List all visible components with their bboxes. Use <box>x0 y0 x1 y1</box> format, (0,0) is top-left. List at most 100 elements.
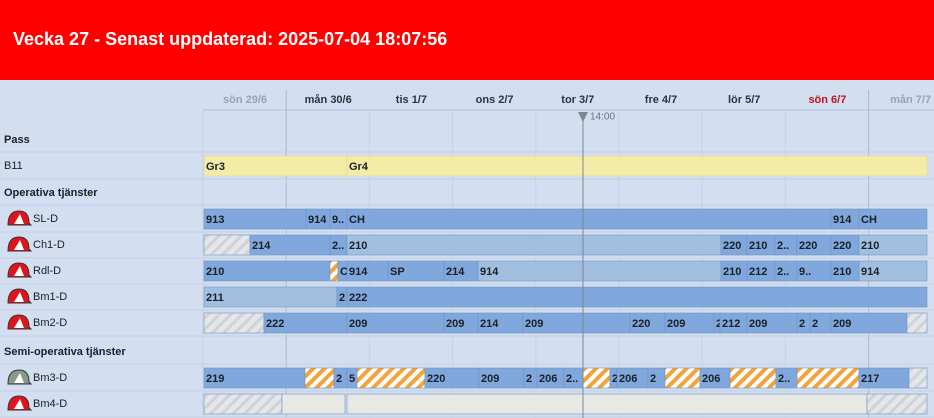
section-label: Semi-operativa tjänster <box>4 346 126 358</box>
day-label: lör 5/7 <box>728 94 760 106</box>
icon-stripe <box>14 292 24 302</box>
vehicle-icon <box>7 395 33 411</box>
block-label: 2 <box>612 373 618 385</box>
schedule-block <box>908 367 928 389</box>
schedule-block <box>866 393 928 415</box>
day-label: ons 2/7 <box>476 94 514 106</box>
now-marker <box>578 112 588 122</box>
schedule-block <box>664 367 701 389</box>
block-label: 220 <box>799 240 817 252</box>
header-bar <box>0 0 934 80</box>
day-label: tis 1/7 <box>396 94 427 106</box>
block-label: 2 <box>716 318 722 330</box>
block-label: 914 <box>480 266 499 278</box>
block-label: 2 <box>799 318 805 330</box>
block-label: CH <box>861 214 877 226</box>
block-label: 5 <box>349 373 355 385</box>
schedule-block <box>858 208 928 230</box>
schedule-block <box>729 367 777 389</box>
block-label: 914 <box>308 214 327 226</box>
schedule-block <box>906 312 928 334</box>
day-label: sön 29/6 <box>223 94 267 106</box>
schedule-block <box>477 260 722 282</box>
block-label: 214 <box>446 266 465 278</box>
block-label: 219 <box>206 373 224 385</box>
block-label: 914 <box>833 214 852 226</box>
block-label: 211 <box>206 292 224 304</box>
schedule-block <box>203 312 265 334</box>
row-label: Bm2-D <box>33 317 67 329</box>
section-label: Pass <box>4 134 30 146</box>
block-label: 209 <box>481 373 499 385</box>
schedule-block <box>346 208 832 230</box>
vehicle-icon <box>7 369 33 385</box>
block-label: 2.. <box>777 240 789 252</box>
schedule-block <box>346 155 928 177</box>
block-label: 2 <box>812 318 818 330</box>
row-label: Rdl-D <box>33 265 61 277</box>
day-label: mån 30/6 <box>305 94 352 106</box>
vehicle-icon <box>7 314 33 330</box>
row-label: Bm3-D <box>33 372 67 384</box>
block-label: 2 <box>526 373 532 385</box>
block-label: 2.. <box>777 266 789 278</box>
block-label: 220 <box>427 373 445 385</box>
block-label: 210 <box>349 240 367 252</box>
vehicle-icon <box>7 236 33 252</box>
schedule-block <box>304 367 335 389</box>
schedule-block <box>858 260 928 282</box>
schedule-block <box>203 393 283 415</box>
section-label: Operativa tjänster <box>4 187 98 199</box>
block-label: 914 <box>349 266 368 278</box>
block-label: 2 <box>339 292 345 304</box>
schedule-block <box>796 367 860 389</box>
block-label: 212 <box>749 266 767 278</box>
block-label: Gr3 <box>206 161 225 173</box>
icon-stripe <box>14 266 24 276</box>
schedule-block <box>346 286 928 308</box>
vehicle-icon <box>7 262 33 278</box>
day-label: tor 3/7 <box>561 94 594 106</box>
icon-stripe <box>14 373 24 383</box>
block-label: 2.. <box>566 373 578 385</box>
day-label: fre 4/7 <box>645 94 677 106</box>
schedule-block <box>582 367 611 389</box>
block-label: 220 <box>632 318 650 330</box>
schedule-block <box>203 234 251 256</box>
block-label: 9.. <box>332 214 344 226</box>
block-label: 913 <box>206 214 224 226</box>
icon-stripe <box>14 240 24 250</box>
icon-stripe <box>14 399 24 409</box>
block-label: SP <box>390 266 405 278</box>
schedule-block <box>203 286 338 308</box>
icon-stripe <box>14 214 24 224</box>
block-label: 209 <box>525 318 543 330</box>
block-label: C <box>340 266 348 278</box>
block-label: 210 <box>861 240 879 252</box>
block-label: 2.. <box>332 240 344 252</box>
vehicle-icon <box>7 288 33 304</box>
schedule-block <box>203 155 348 177</box>
block-label: 222 <box>349 292 367 304</box>
block-label: 206 <box>619 373 637 385</box>
icon-stripe <box>14 318 24 328</box>
vehicle-icon <box>7 210 33 226</box>
block-label: 206 <box>702 373 720 385</box>
block-label: 220 <box>723 240 741 252</box>
block-label: 210 <box>723 266 741 278</box>
block-label: 2.. <box>778 373 790 385</box>
block-label: 209 <box>446 318 464 330</box>
block-label: 214 <box>252 240 271 252</box>
block-label: 2 <box>650 373 656 385</box>
day-label: sön 6/7 <box>808 94 846 106</box>
block-label: CH <box>349 214 365 226</box>
block-label: 9.. <box>799 266 811 278</box>
row-label: Bm4-D <box>33 398 67 410</box>
block-label: 209 <box>667 318 685 330</box>
row-label: B11 <box>4 160 23 172</box>
schedule-block <box>858 234 928 256</box>
block-label: 210 <box>749 240 767 252</box>
schedule-block <box>346 393 868 415</box>
block-label: 222 <box>266 318 284 330</box>
